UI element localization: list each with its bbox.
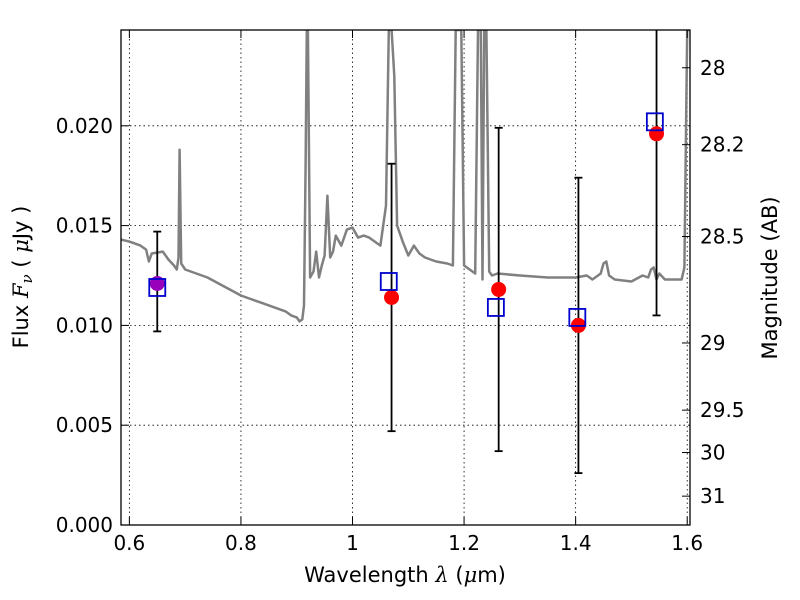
model-spectrum-line: [121, 30, 690, 323]
observed-flux-point: [649, 126, 665, 142]
plot-frame: [120, 29, 691, 526]
x-tick-label: 1.6: [671, 531, 703, 555]
x-tick-label: 1.4: [560, 531, 592, 555]
mag-tick-label: 30: [700, 441, 725, 465]
model-flux-point: [148, 278, 167, 297]
x-tick-label: 0.8: [225, 531, 257, 555]
model-flux-point: [568, 308, 587, 327]
x-tick-label: 1.2: [448, 531, 480, 555]
x-tick-label: 0.6: [113, 531, 145, 555]
plot-area: [121, 30, 690, 475]
mag-tick-label: 28.2: [700, 133, 745, 157]
mag-tick-label: 28.5: [700, 224, 745, 248]
axis-ticks: [121, 30, 690, 526]
x-axis-label: Wavelength λ (μm): [304, 563, 506, 587]
y-axis-label: Flux Fν ( μJy ): [9, 206, 36, 349]
tick-labels: 0.6 0.8 1 1.2 1.4 1.6 0.000 0.005 0.010 0.015 0.02…: [56, 56, 745, 555]
y-tick-label: 0.010: [56, 313, 113, 337]
observed-flux-point: [384, 289, 400, 305]
y-tick-label: 0.015: [56, 214, 113, 238]
y-tick-label: 0.005: [56, 413, 113, 437]
model-flux-point: [379, 272, 398, 291]
x-tick-label: 1: [346, 531, 359, 555]
mag-tick-label: 29: [700, 331, 725, 355]
mag-tick-label: 31: [700, 484, 725, 508]
mag-tick-label: 29.5: [700, 398, 745, 422]
model-flux-point: [486, 298, 505, 317]
y-tick-label: 0.020: [56, 114, 113, 138]
mag-tick-label: 28: [700, 56, 725, 80]
model-flux-point: [645, 112, 664, 132]
y2-axis-label: Magnitude (AB): [758, 196, 782, 359]
observed-flux-point: [491, 281, 507, 297]
y-tick-label: 0.000: [56, 513, 113, 537]
